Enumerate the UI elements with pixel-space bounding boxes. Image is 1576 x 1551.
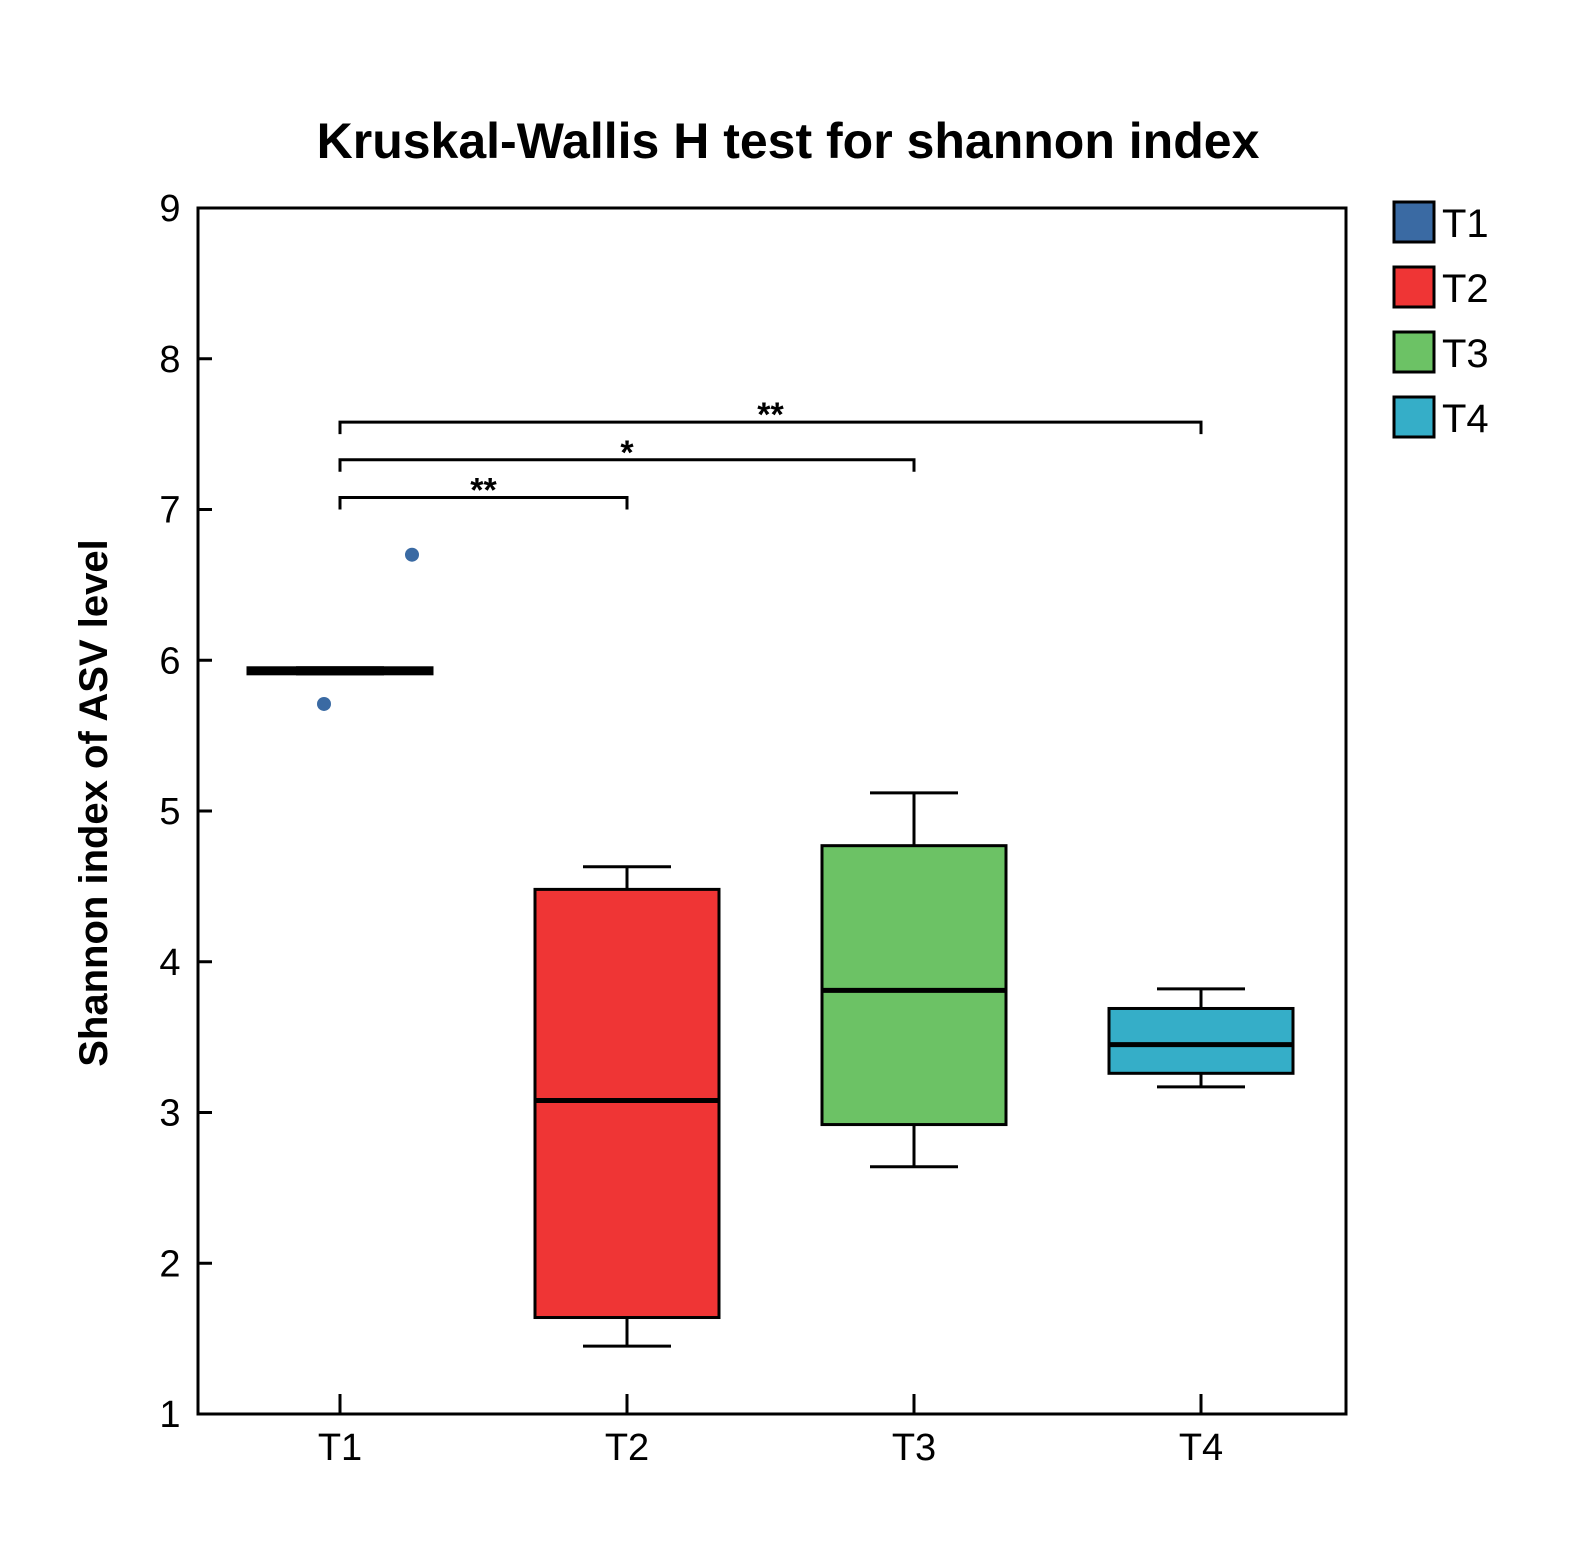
chart-title: Kruskal-Wallis H test for shannon index [317,113,1260,169]
legend-item-t4: T4 [1392,395,1489,441]
legend-swatch [1392,395,1436,439]
legend-label: T2 [1442,267,1489,311]
box-t3 [820,791,1008,1169]
significance-label: * [620,434,634,472]
y-tick-label: 6 [159,640,180,682]
y-tick-label: 4 [159,942,180,984]
plot-area-frame [196,206,1348,1416]
sig-bracket-t1-t4: ** [338,396,1203,435]
outlier-point [405,547,419,562]
legend-swatch [1392,265,1436,309]
box-series [246,547,1295,1348]
x-tick-label: T4 [1179,1427,1223,1469]
legend-item-t1: T1 [1392,200,1489,246]
legend: T1 T2 T3 T4 [1392,200,1489,441]
legend-label: T1 [1442,202,1489,246]
outlier-point [317,696,331,711]
sig-bracket-t1-t3: * [338,434,916,472]
legend-swatch [1392,200,1436,244]
y-tick-label: 1 [159,1394,180,1436]
legend-swatch [1392,330,1436,374]
y-tick-label: 5 [159,791,180,833]
legend-item-t3: T3 [1392,330,1489,376]
iqr-box [533,887,721,1320]
y-tick-label: 9 [159,188,180,230]
y-tick-label: 2 [159,1243,180,1285]
y-tick-label: 7 [159,490,180,532]
significance-label: ** [757,396,784,434]
box-t4 [1107,987,1295,1089]
x-axis: T1 T2 T3 T4 [318,1394,1223,1469]
x-tick-label: T2 [605,1427,649,1469]
y-axis-label: Shannon index of ASV level [72,539,116,1067]
y-tick-label: 3 [159,1093,180,1135]
x-tick-label: T1 [318,1427,362,1469]
sig-bracket-t1-t2: ** [338,471,629,510]
y-tick-label: 8 [159,339,180,381]
legend-label: T4 [1442,397,1489,441]
bracket-line [338,420,1203,435]
box-t2 [533,865,721,1348]
box-t1 [246,547,434,711]
bracket-line [338,495,629,510]
significance-label: ** [470,471,497,509]
iqr-box [1107,1006,1295,1075]
legend-item-t2: T2 [1392,265,1489,311]
y-axis: 1 2 3 4 5 6 7 8 9 [159,188,212,1436]
bracket-line [338,458,916,472]
iqr-box [820,844,1008,1127]
x-tick-label: T3 [892,1427,936,1469]
significance-brackets: ***** [338,396,1203,510]
legend-label: T3 [1442,332,1489,376]
